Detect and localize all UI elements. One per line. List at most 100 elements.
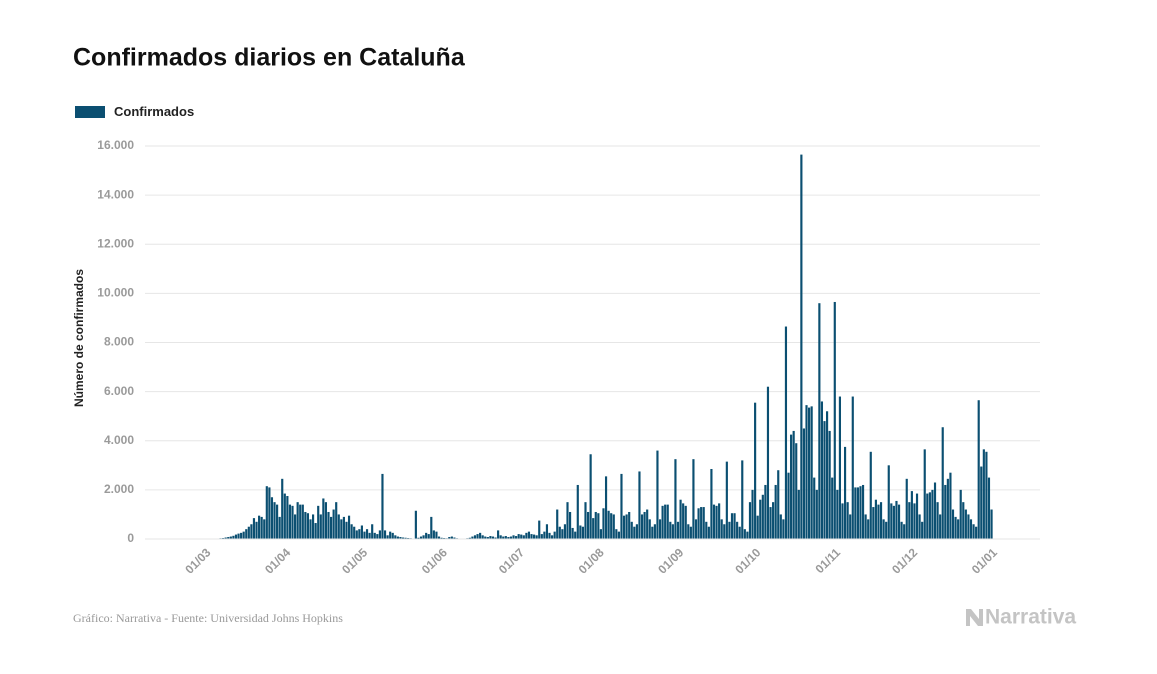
bar [944, 484, 947, 539]
bar [774, 484, 777, 539]
bar [314, 523, 317, 539]
bar [281, 478, 284, 539]
bar [484, 536, 487, 539]
bar [270, 497, 274, 539]
bar [319, 514, 322, 539]
bar [633, 526, 636, 539]
bar [864, 514, 867, 539]
bar [790, 434, 793, 539]
bar [738, 526, 741, 539]
bar [615, 529, 618, 539]
bar [602, 508, 605, 539]
bar [540, 534, 543, 539]
bar [808, 407, 811, 539]
bar [497, 530, 500, 539]
bar [486, 537, 489, 539]
y-tick-label: 12.000 [97, 236, 134, 250]
x-tick-label: 01/01 [969, 545, 1000, 576]
bar [622, 515, 626, 539]
bar [702, 507, 705, 539]
bar [903, 524, 906, 539]
bar [769, 507, 772, 539]
bar [661, 505, 664, 539]
logo: Narrativa [985, 606, 1076, 629]
bar [258, 515, 261, 539]
bar [931, 489, 934, 539]
bar [779, 514, 782, 539]
bar [553, 531, 556, 539]
bar [730, 513, 734, 539]
bar [435, 531, 438, 539]
bar [743, 529, 746, 539]
bar [658, 519, 662, 539]
bar [512, 535, 515, 539]
bar [820, 401, 824, 539]
bar [563, 524, 567, 539]
bar [666, 504, 669, 539]
bar [556, 509, 559, 539]
bar [941, 427, 944, 539]
bar [887, 465, 890, 539]
bar [589, 454, 592, 539]
bar [736, 521, 739, 539]
bar [664, 504, 667, 539]
bar [283, 493, 286, 539]
bar [671, 524, 674, 539]
bar [237, 533, 240, 539]
bar [843, 446, 847, 539]
bar [705, 521, 708, 539]
bar [635, 524, 638, 539]
bar [980, 466, 983, 539]
bar [373, 532, 376, 539]
bar [342, 516, 345, 539]
bar [327, 511, 330, 539]
bar [951, 509, 955, 539]
bar [782, 519, 785, 539]
bar [530, 534, 533, 539]
bar [805, 405, 808, 539]
bar [592, 518, 595, 539]
bar [859, 486, 862, 539]
bar [566, 502, 569, 539]
bar [640, 514, 644, 539]
bar [386, 535, 389, 539]
bar [229, 536, 232, 539]
legend-swatch [75, 106, 105, 118]
bar [823, 421, 826, 539]
bar [684, 505, 687, 539]
bar [376, 534, 379, 539]
y-tick-label: 2.000 [104, 482, 134, 496]
bar [252, 518, 256, 539]
bar [355, 530, 358, 539]
bar [612, 514, 615, 539]
bar [856, 487, 859, 539]
bar [833, 301, 836, 539]
bar [604, 476, 608, 539]
bar [499, 535, 502, 539]
bar [946, 478, 949, 539]
y-tick-label: 0 [127, 531, 134, 545]
bar [723, 524, 726, 539]
bar [656, 450, 659, 539]
bar [427, 534, 430, 539]
bar [453, 537, 456, 539]
bar [792, 430, 795, 539]
bar [311, 514, 315, 539]
bar [936, 502, 939, 539]
bar [954, 516, 957, 539]
bar [715, 505, 718, 539]
bar [710, 468, 713, 539]
bar [329, 516, 333, 539]
bar [869, 451, 872, 539]
bar [545, 524, 549, 539]
bar [363, 531, 366, 539]
bar [679, 499, 682, 539]
bar [697, 508, 700, 539]
bar [471, 536, 474, 539]
bar [337, 514, 340, 539]
bar [797, 489, 800, 539]
bar [933, 482, 937, 539]
bar [854, 487, 857, 539]
bar [643, 511, 646, 539]
